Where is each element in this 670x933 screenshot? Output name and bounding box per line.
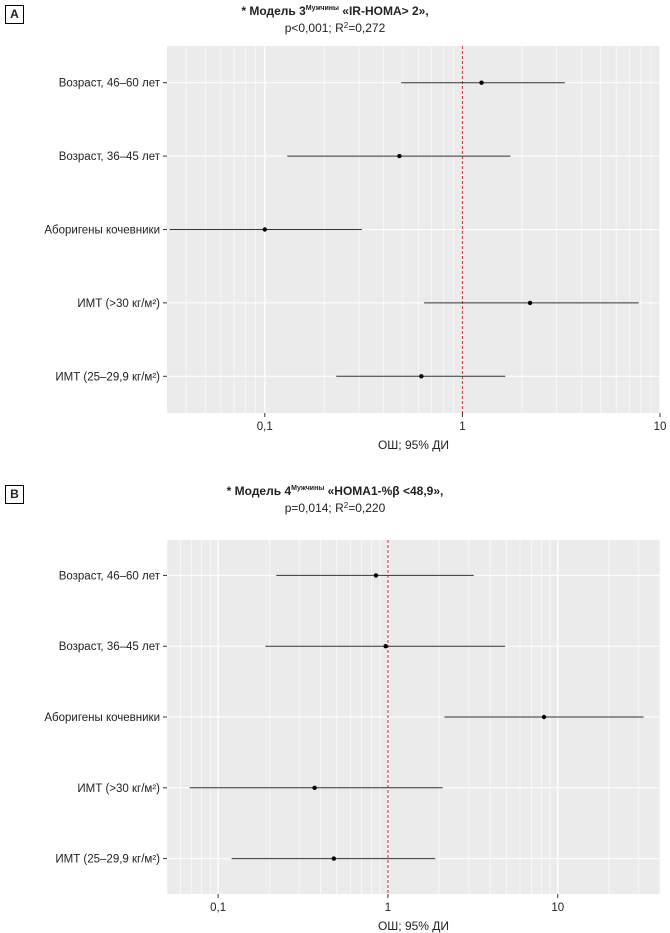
y-tick-label: Возраст, 36–45 лет	[59, 151, 161, 163]
y-tick-label: ИМТ (>30 кг/м²)	[77, 783, 160, 795]
chart-b-subtitle: p=0,014; R2=0,220	[284, 501, 386, 515]
x-tick-label: 0,1	[210, 902, 226, 914]
y-tick-label: Возраст, 46–60 лет	[59, 78, 161, 90]
y-tick-label: Возраст, 46–60 лет	[59, 570, 161, 582]
or-point	[397, 153, 402, 159]
chart-b-title: * Модель 4Мужчины «HOMA1-%β <48,9»,	[226, 484, 444, 498]
y-tick-label: Возраст, 36–45 лет	[59, 641, 161, 653]
y-tick-label: ИМТ (25–29,9 кг/м²)	[55, 854, 160, 866]
or-point	[541, 714, 547, 720]
x-tick-label: 10	[654, 421, 667, 433]
chart-a-title: * Модель 3Мужчины «IR-HOMA> 2»,	[241, 4, 429, 18]
forest-plot-a: Возраст, 46–60 лет Возраст, 36–45 лет Абор…	[44, 46, 667, 452]
y-tick-label: ИМТ (>30 кг/м²)	[77, 298, 160, 310]
x-tick-label: 1	[459, 421, 465, 433]
or-point	[373, 573, 379, 578]
or-point	[419, 374, 424, 379]
or-point	[331, 856, 337, 861]
panel-label-b: B	[5, 485, 24, 504]
or-point	[527, 300, 533, 306]
y-tick-label: ИМТ (25–29,9 кг/м²)	[55, 371, 160, 383]
x-axis-label: ОШ; 95% ДИ	[378, 919, 449, 933]
y-tick-label: Аборигены кочевники	[44, 712, 160, 724]
x-tick-label: 1	[385, 902, 391, 914]
x-tick-label: 0,1	[257, 421, 273, 433]
or-point	[262, 227, 267, 232]
chart-a-subtitle: p<0,001; R2=0,272	[284, 21, 386, 35]
or-point	[312, 785, 317, 790]
forest-plot-b: Возраст, 46–60 лет Возраст, 36–45 лет Абор…	[44, 540, 661, 933]
x-axis-label: ОШ; 95% ДИ	[378, 438, 449, 452]
y-tick-label: Аборигены кочевники	[44, 225, 160, 237]
panel-label-a: A	[5, 5, 24, 24]
x-tick-label: 10	[551, 902, 564, 914]
or-point	[479, 80, 484, 85]
or-point	[383, 644, 388, 649]
